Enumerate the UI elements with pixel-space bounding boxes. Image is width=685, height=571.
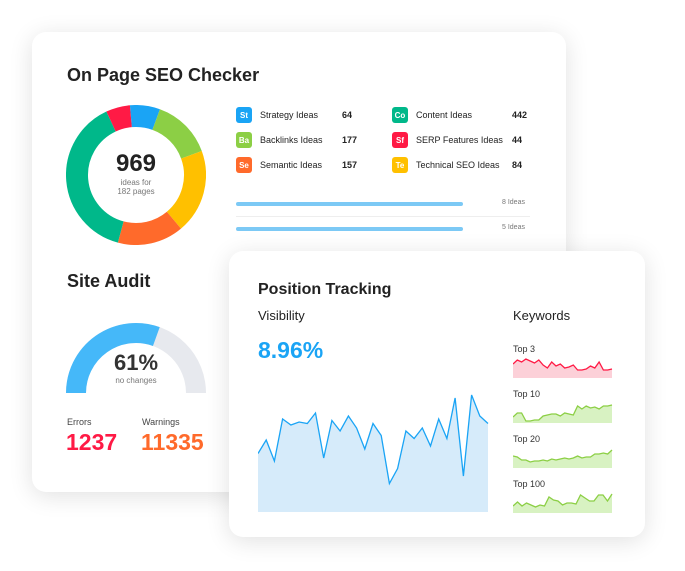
visibility-line — [258, 394, 489, 486]
idea-count: 442 — [512, 110, 528, 120]
idea-label: Technical SEO Ideas — [416, 160, 500, 170]
tracking-title: Position Tracking — [258, 281, 392, 298]
visibility-chart — [258, 394, 489, 512]
audit-gauge — [66, 323, 206, 394]
donut-segment — [106, 105, 133, 132]
idea-badge-icon: St — [236, 107, 252, 123]
idea-badge-icon: Te — [392, 157, 408, 173]
keyword-3-line — [513, 493, 613, 508]
idea-row-label: 8 Ideas — [502, 199, 525, 206]
idea-item[interactable]: Ba Backlinks Ideas — [236, 132, 323, 148]
audit-title: Site Audit — [67, 271, 151, 291]
idea-row-label: 5 Ideas — [502, 224, 525, 231]
ideas-sub1: ideas for — [120, 178, 152, 187]
idea-label: Strategy Ideas — [260, 110, 319, 120]
idea-badge-icon: Sf — [392, 132, 408, 148]
keyword-label: Top 10 — [513, 389, 541, 399]
keyword-sparkline — [513, 449, 613, 468]
keyword-1-line — [513, 404, 613, 422]
idea-label: SERP Features Ideas — [416, 135, 503, 145]
errors-label: Errors — [67, 417, 92, 427]
idea-item[interactable]: Sf SERP Features Ideas — [392, 132, 503, 148]
idea-badge-icon: Co — [392, 107, 408, 123]
gauge-fill — [66, 323, 160, 394]
donut-segment — [151, 109, 202, 160]
idea-bar-2 — [236, 227, 463, 231]
visibility-value: 8.96% — [258, 337, 324, 363]
keyword-1-area — [513, 405, 612, 423]
errors-count[interactable]: 1237 — [66, 429, 118, 455]
idea-label: Content Ideas — [416, 110, 473, 120]
donut-segment — [117, 211, 181, 245]
idea-label: Semantic Ideas — [260, 160, 323, 170]
audit-percent: 61% — [113, 350, 159, 375]
idea-count: 84 — [512, 160, 523, 170]
idea-item[interactable]: Se Semantic Ideas — [236, 157, 322, 173]
keyword-0-area — [513, 359, 612, 378]
idea-badge-icon: Ba — [236, 132, 252, 148]
donut-segment — [129, 105, 160, 131]
idea-count: 177 — [342, 135, 358, 145]
idea-count: 64 — [342, 110, 353, 120]
ideas-total: 969 — [115, 150, 157, 177]
idea-badge-icon: Se — [236, 157, 252, 173]
keyword-3-area — [513, 494, 612, 513]
keyword-label: Top 100 — [513, 479, 546, 489]
donut-segment — [166, 151, 206, 229]
keyword-sparkline — [513, 493, 613, 513]
idea-item[interactable]: Te Technical SEO Ideas — [392, 157, 500, 173]
idea-count: 157 — [342, 160, 358, 170]
keyword-label: Top 20 — [513, 434, 541, 444]
keyword-label: Top 3 — [513, 344, 536, 354]
donut-segment — [66, 111, 125, 243]
keyword-sparkline — [513, 404, 613, 423]
ideas-donut — [66, 105, 206, 245]
idea-item[interactable]: St Strategy Ideas — [236, 107, 318, 123]
keyword-2-line — [513, 449, 613, 463]
position-tracking-card: Position Tracking Visibility 8.96% Keywo… — [229, 251, 645, 537]
keywords-label: Keywords — [513, 308, 571, 323]
idea-bar-1 — [236, 202, 463, 206]
audit-sub: no changes — [115, 376, 157, 385]
visibility-label: Visibility — [258, 308, 305, 323]
warnings-count[interactable]: 11335 — [141, 429, 204, 455]
idea-label: Backlinks Ideas — [260, 135, 323, 145]
idea-count: 44 — [512, 135, 523, 145]
warnings-label: Warnings — [142, 417, 180, 427]
keyword-sparkline — [513, 358, 613, 378]
visibility-area — [258, 395, 488, 512]
idea-item[interactable]: Co Content Ideas — [392, 107, 472, 123]
keyword-0-line — [513, 358, 613, 371]
seo-title: On Page SEO Checker — [67, 65, 260, 85]
ideas-sub2: 182 pages — [117, 187, 155, 196]
